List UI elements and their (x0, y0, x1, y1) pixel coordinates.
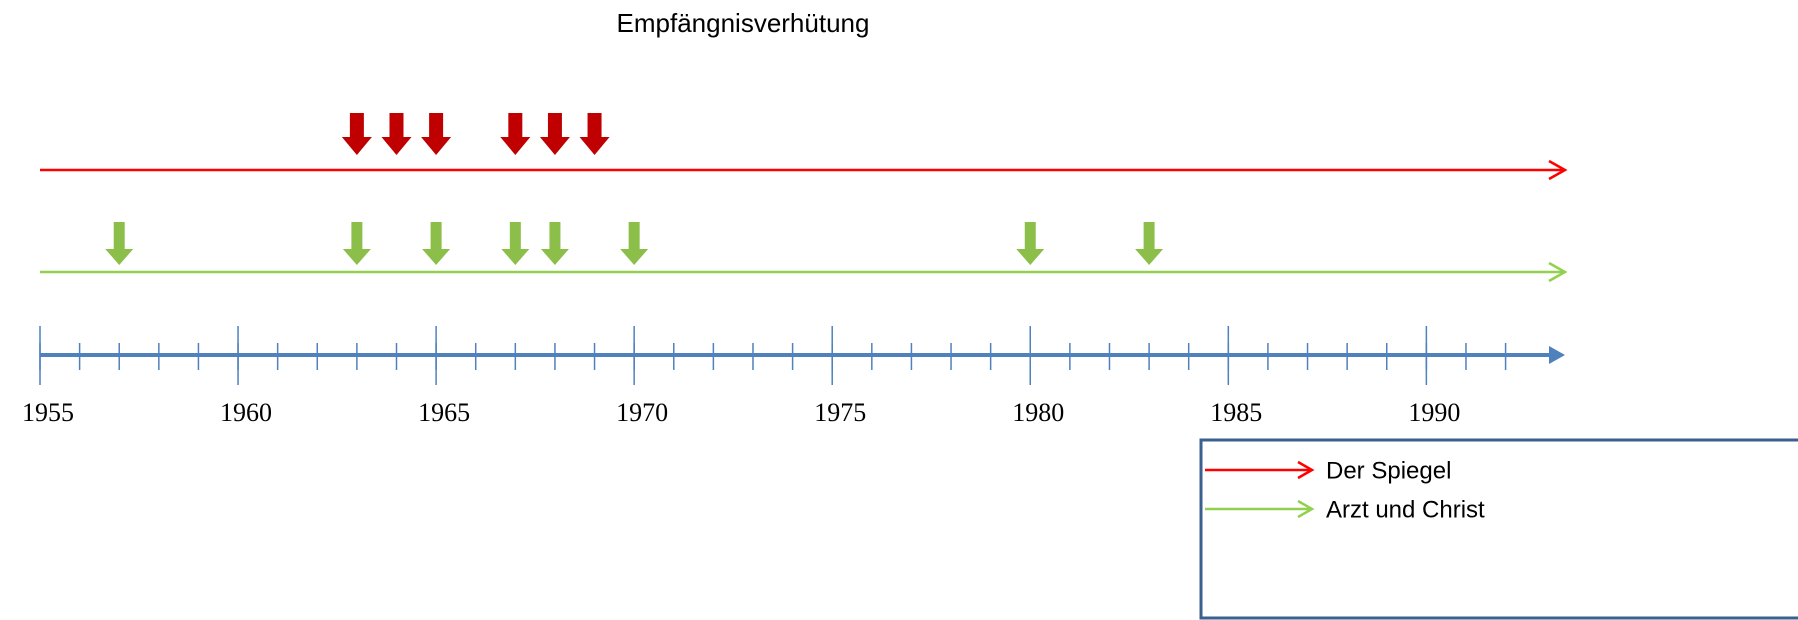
x-tick-label: 1955 (22, 398, 74, 427)
legend-arrowhead (1297, 460, 1315, 480)
event-arrow (341, 113, 372, 155)
legend-label: Arzt und Christ (1326, 496, 1485, 523)
legend-box (1199, 438, 1798, 620)
event-arrow (421, 113, 452, 155)
x-tick-label: 1975 (814, 398, 866, 427)
x-tick-label: 1970 (616, 398, 668, 427)
event-arrow (501, 222, 530, 265)
x-tick-label: 1980 (1012, 398, 1064, 427)
event-arrow (105, 222, 134, 265)
event-arrow (1016, 222, 1045, 265)
event-arrow (422, 222, 451, 265)
series-arrowhead (1548, 261, 1568, 283)
legend-arrowhead (1297, 499, 1315, 519)
series-arrowhead (1548, 159, 1568, 181)
event-arrow (579, 113, 610, 155)
event-arrow (500, 113, 531, 155)
event-arrow (540, 222, 569, 265)
event-arrow (1135, 222, 1164, 265)
axis-arrowhead (1549, 346, 1565, 364)
legend-label: Der Spiegel (1326, 457, 1451, 484)
event-arrow (381, 113, 412, 155)
x-tick-label: 1960 (220, 398, 272, 427)
chart-title: Empfängnisverhütung (617, 8, 870, 38)
event-arrow (539, 113, 570, 155)
x-tick-label: 1965 (418, 398, 470, 427)
event-arrow (342, 222, 371, 265)
x-tick-label: 1985 (1210, 398, 1262, 427)
x-tick-label: 1990 (1408, 398, 1460, 427)
event-arrow (620, 222, 649, 265)
